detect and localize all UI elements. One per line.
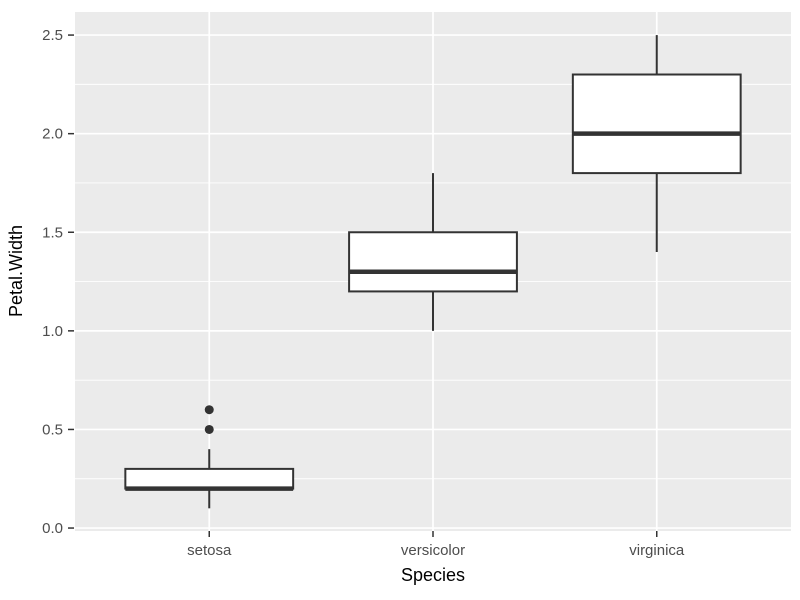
x-tick-label-setosa: setosa xyxy=(187,542,232,559)
box-setosa xyxy=(124,467,295,490)
y-axis: 0.0 0.5 1.0 1.5 2.0 2.5 xyxy=(42,27,74,537)
boxplots-layer xyxy=(124,35,742,509)
outlier-point-setosa xyxy=(204,405,214,415)
y-tick-label: 1.0 xyxy=(42,323,63,340)
y-tick-label: 0.5 xyxy=(42,421,63,438)
box-virginica xyxy=(571,73,742,175)
y-tick-label: 2.0 xyxy=(42,126,63,143)
x-tick-label-virginica: virginica xyxy=(629,542,685,559)
y-tick-label: 2.5 xyxy=(42,27,63,44)
x-axis-title: Species xyxy=(401,565,465,585)
outlier-point-setosa xyxy=(204,424,214,434)
x-tick-label-versicolor: versicolor xyxy=(401,542,465,559)
y-tick-label: 1.5 xyxy=(42,224,63,241)
x-axis: setosa versicolor virginica xyxy=(187,531,685,559)
y-axis-title: Petal.Width xyxy=(6,225,26,317)
y-tick-label: 0.0 xyxy=(42,520,63,537)
box-versicolor xyxy=(348,231,518,293)
